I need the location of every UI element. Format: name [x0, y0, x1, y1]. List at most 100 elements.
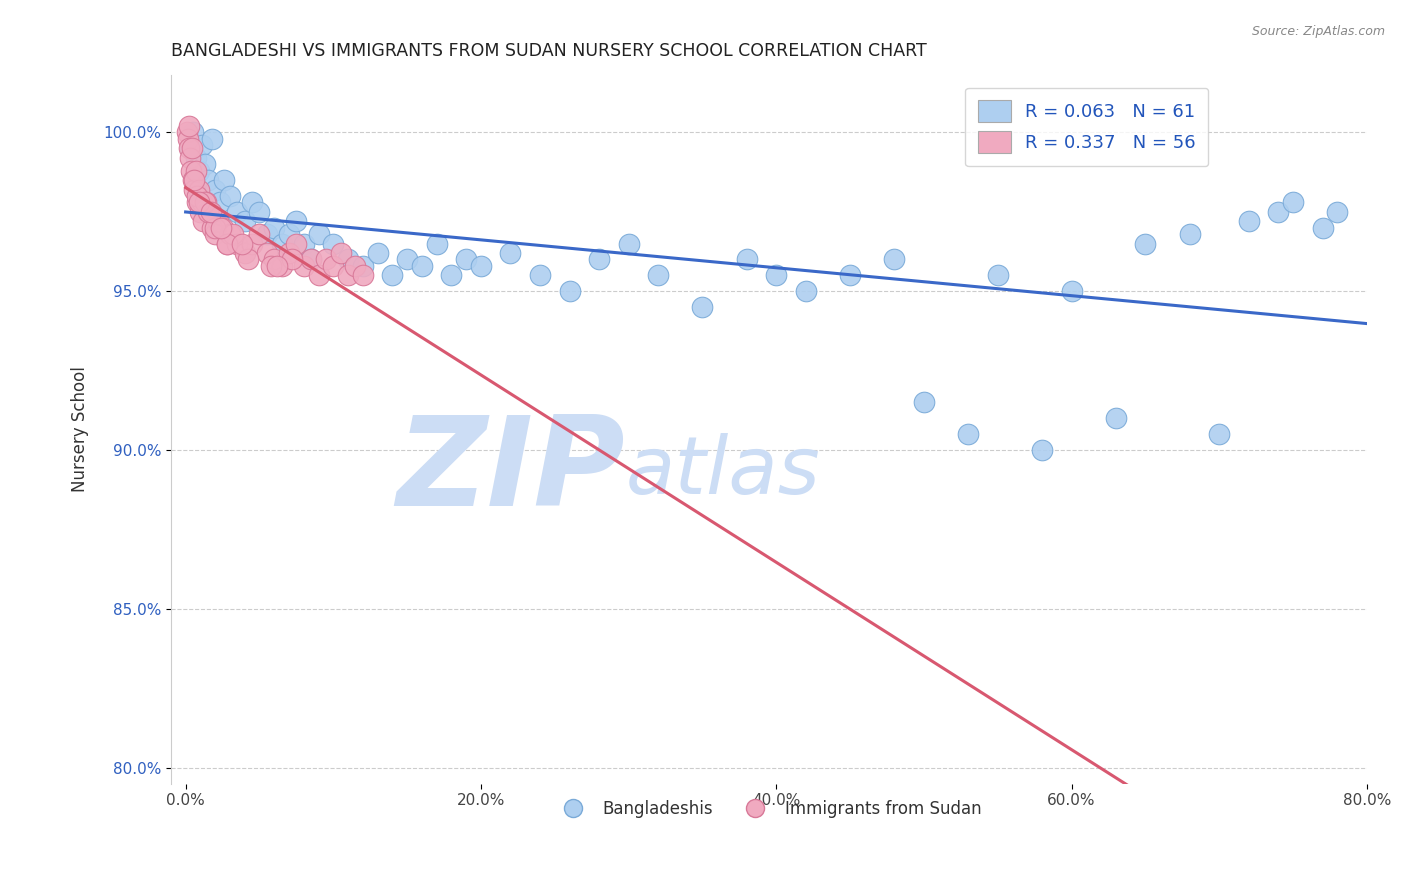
Point	[197, 173, 219, 187]
Text: BANGLADESHI VS IMMIGRANTS FROM SUDAN NURSERY SCHOOL CORRELATION CHART: BANGLADESHI VS IMMIGRANTS FROM SUDAN NUR…	[172, 42, 927, 60]
Point	[215, 236, 238, 251]
Point	[177, 119, 200, 133]
Point	[957, 427, 980, 442]
Point	[1312, 220, 1334, 235]
Point	[201, 220, 224, 235]
Point	[367, 246, 389, 260]
Point	[181, 125, 204, 139]
Point	[208, 195, 231, 210]
Point	[215, 236, 238, 251]
Point	[212, 173, 235, 187]
Point	[692, 300, 714, 314]
Point	[299, 252, 322, 267]
Point	[329, 246, 352, 260]
Point	[1178, 227, 1201, 241]
Point	[209, 220, 232, 235]
Point	[200, 204, 222, 219]
Point	[231, 236, 253, 251]
Point	[184, 151, 207, 165]
Point	[322, 259, 344, 273]
Point	[219, 189, 242, 203]
Point	[193, 214, 215, 228]
Text: Source: ZipAtlas.com: Source: ZipAtlas.com	[1251, 25, 1385, 38]
Point	[440, 268, 463, 283]
Point	[226, 204, 249, 219]
Point	[285, 214, 308, 228]
Point	[285, 236, 308, 251]
Point	[249, 227, 271, 241]
Point	[1326, 204, 1348, 219]
Point	[226, 236, 249, 251]
Point	[344, 259, 367, 273]
Point	[299, 252, 322, 267]
Point	[352, 268, 374, 283]
Y-axis label: Nursery School: Nursery School	[72, 367, 89, 492]
Point	[186, 195, 208, 210]
Point	[186, 189, 208, 203]
Point	[187, 183, 209, 197]
Point	[1237, 214, 1260, 228]
Point	[529, 268, 551, 283]
Point	[197, 204, 219, 219]
Point	[183, 173, 205, 187]
Point	[337, 268, 360, 283]
Point	[281, 252, 304, 267]
Point	[839, 268, 862, 283]
Text: ZIP: ZIP	[396, 411, 626, 533]
Point	[222, 227, 245, 241]
Point	[191, 138, 214, 153]
Point	[256, 246, 278, 260]
Point	[794, 285, 817, 299]
Point	[236, 252, 259, 267]
Point	[249, 204, 271, 219]
Point	[204, 227, 226, 241]
Point	[426, 236, 449, 251]
Point	[266, 259, 288, 273]
Point	[292, 236, 315, 251]
Point	[190, 204, 212, 219]
Point	[256, 227, 278, 241]
Point	[207, 214, 229, 228]
Point	[263, 220, 285, 235]
Point	[1208, 427, 1230, 442]
Point	[270, 259, 292, 273]
Point	[278, 227, 301, 241]
Point	[883, 252, 905, 267]
Point	[179, 141, 201, 155]
Point	[1060, 285, 1083, 299]
Point	[233, 214, 256, 228]
Point	[201, 132, 224, 146]
Point	[240, 195, 263, 210]
Point	[278, 246, 301, 260]
Point	[499, 246, 522, 260]
Point	[987, 268, 1010, 283]
Point	[195, 195, 218, 210]
Point	[1031, 443, 1053, 458]
Point	[411, 259, 433, 273]
Point	[647, 268, 669, 283]
Point	[270, 236, 292, 251]
Point	[204, 220, 226, 235]
Point	[396, 252, 419, 267]
Point	[735, 252, 758, 267]
Point	[240, 236, 263, 251]
Point	[194, 195, 217, 210]
Point	[204, 183, 226, 197]
Point	[315, 252, 337, 267]
Point	[588, 252, 610, 267]
Point	[1282, 195, 1305, 210]
Point	[1135, 236, 1157, 251]
Point	[337, 252, 360, 267]
Point	[183, 183, 205, 197]
Point	[456, 252, 478, 267]
Point	[352, 259, 374, 273]
Point	[470, 259, 492, 273]
Point	[191, 195, 214, 210]
Point	[233, 246, 256, 260]
Text: atlas: atlas	[626, 433, 820, 511]
Point	[179, 141, 201, 155]
Point	[912, 395, 935, 409]
Point	[180, 163, 202, 178]
Point	[177, 132, 200, 146]
Point	[198, 204, 221, 219]
